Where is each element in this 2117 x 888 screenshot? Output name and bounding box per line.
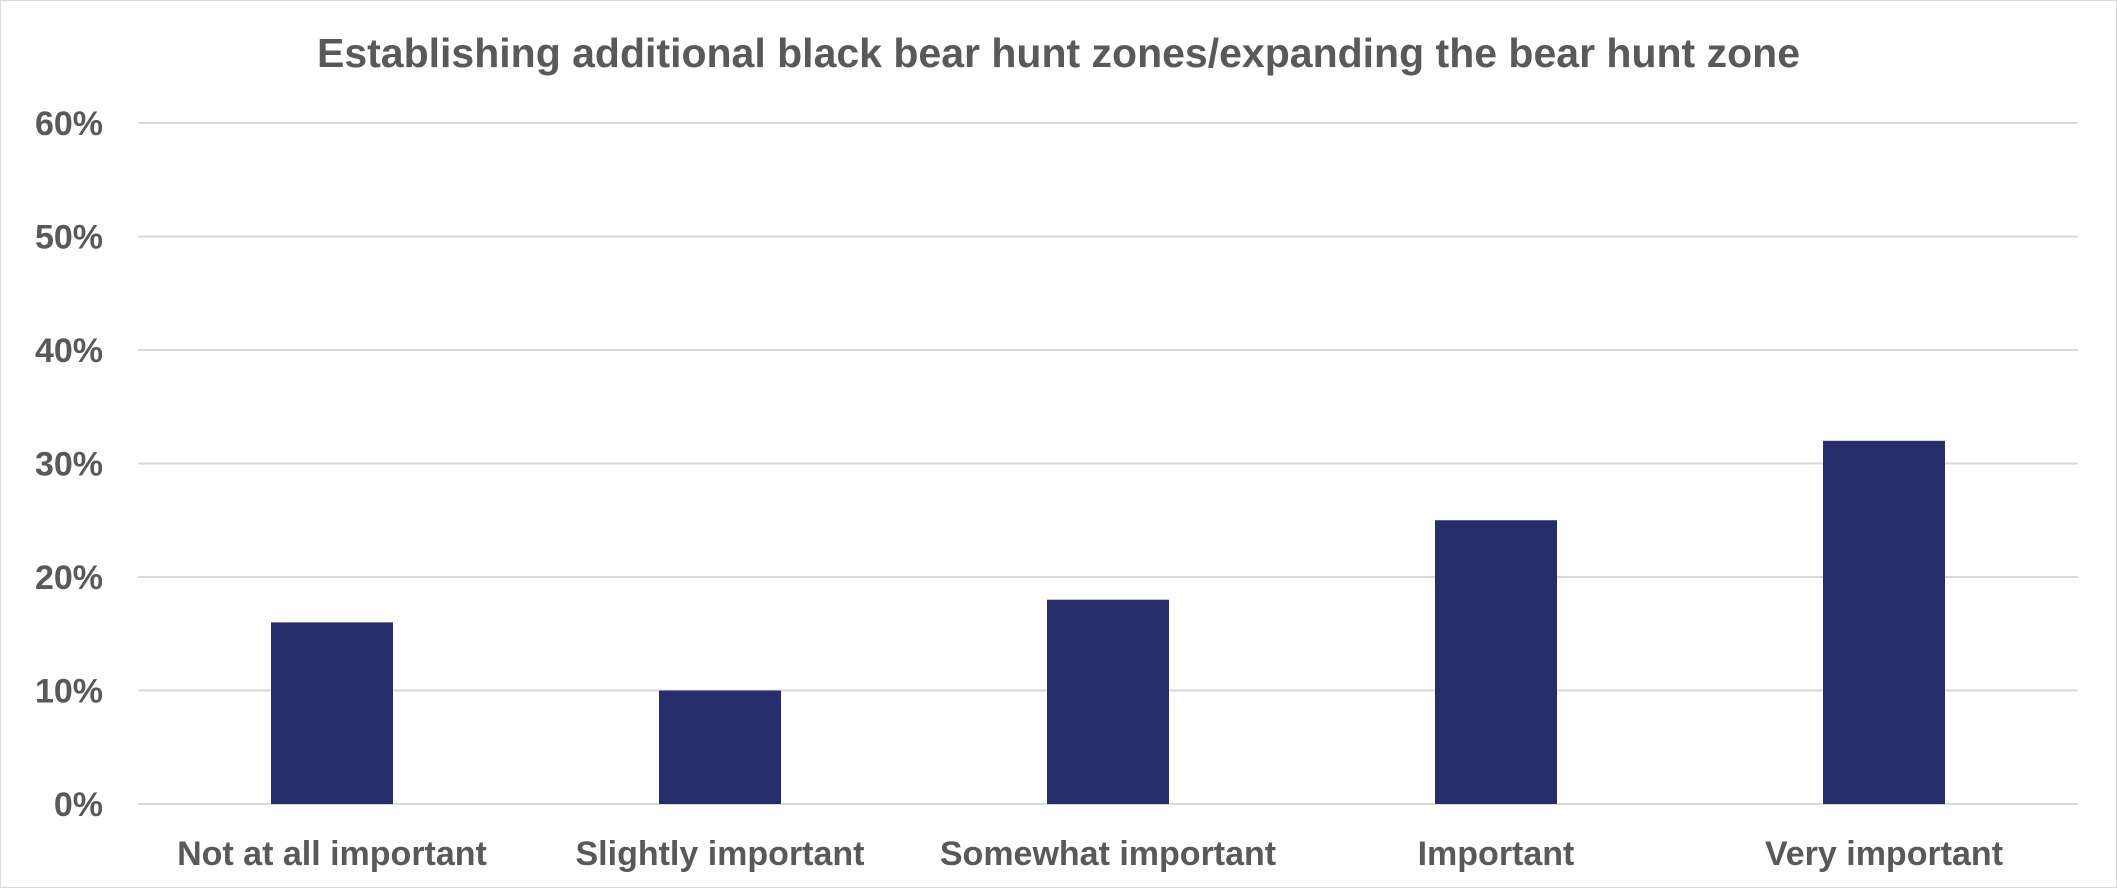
y-tick-label: 40% — [35, 332, 103, 370]
y-tick-label: 50% — [35, 219, 103, 257]
bars — [271, 440, 1945, 804]
gridlines — [138, 122, 2078, 805]
x-tick-label: Important — [1418, 835, 1575, 873]
y-tick-label: 0% — [54, 786, 103, 824]
y-tick-label: 30% — [35, 446, 103, 484]
bar — [659, 690, 781, 804]
bar — [1047, 599, 1169, 804]
bar — [271, 622, 393, 804]
x-tick-label: Slightly important — [576, 835, 865, 873]
y-tick-label: 60% — [35, 105, 103, 143]
y-axis-tick-labels: 0% 10% 20% 30% 40% 50% 60% — [35, 105, 103, 824]
chart-title: Establishing additional black bear hunt … — [316, 30, 1800, 76]
bar — [1823, 440, 1945, 804]
y-tick-label: 10% — [35, 673, 103, 711]
x-tick-label: Somewhat important — [940, 835, 1276, 873]
y-tick-label: 20% — [35, 559, 103, 597]
bar — [1435, 520, 1557, 804]
x-tick-label: Very important — [1765, 835, 2003, 873]
x-axis-tick-labels: Not at all important Slightly important So… — [177, 835, 2003, 873]
x-tick-label: Not at all important — [177, 835, 487, 873]
